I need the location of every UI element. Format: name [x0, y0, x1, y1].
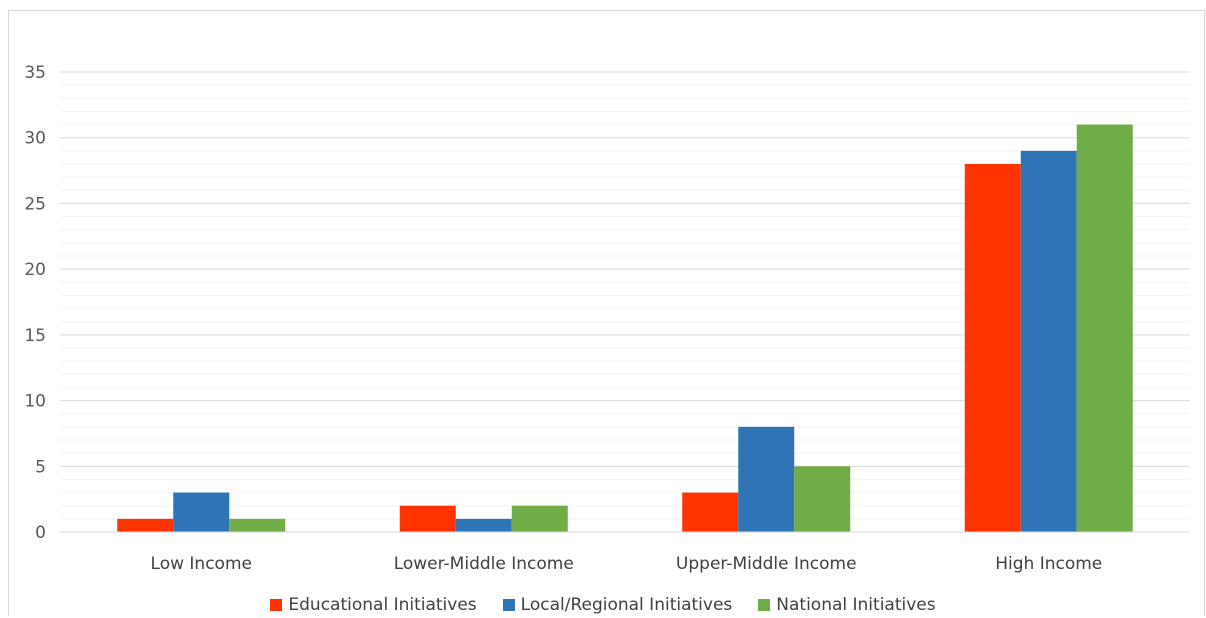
bars [117, 124, 1133, 533]
bar-educational-initiatives-3 [964, 164, 1021, 532]
y-tick-label: 10 [24, 392, 46, 412]
legend-item: Local/Regional Initiatives [502, 595, 733, 615]
x-category-label: High Income [995, 554, 1102, 574]
bar-local-regional-initiatives-2 [738, 426, 795, 532]
x-category-label: Lower-Middle Income [394, 554, 574, 574]
legend-item: National Initiatives [758, 595, 936, 615]
legend-swatch [758, 599, 771, 611]
x-axis-categories: Low Income Lower-Middle Income Upper-Middl… [151, 554, 1103, 574]
legend-label: Educational Initiatives [288, 595, 477, 615]
legend-label: National Initiatives [776, 595, 936, 615]
bar-local-regional-initiatives-0 [173, 492, 230, 532]
legend-swatch [270, 599, 283, 611]
y-tick-label: 35 [24, 63, 46, 83]
bar-local-regional-initiatives-1 [455, 518, 512, 532]
bar-national-initiatives-0 [229, 518, 286, 532]
bar-national-initiatives-1 [511, 505, 568, 532]
legend-swatch [502, 599, 515, 611]
legend: Educational Initiatives Local/Regional In… [0, 592, 1206, 618]
legend-label: Local/Regional Initiatives [520, 595, 733, 615]
x-category-label: Low Income [151, 554, 252, 574]
bar-educational-initiatives-1 [399, 505, 456, 532]
bar-educational-initiatives-0 [117, 518, 174, 532]
y-tick-label: 25 [24, 194, 46, 214]
y-tick-label: 0 [35, 523, 46, 543]
bar-local-regional-initiatives-3 [1020, 150, 1077, 532]
y-tick-label: 15 [24, 326, 46, 346]
bar-educational-initiatives-2 [682, 492, 739, 532]
x-category-label: Upper-Middle Income [676, 554, 857, 574]
bar-national-initiatives-2 [794, 466, 851, 532]
y-tick-label: 20 [24, 260, 46, 280]
bar-national-initiatives-3 [1076, 124, 1133, 533]
y-tick-label: 30 [24, 129, 46, 149]
y-tick-label: 5 [35, 457, 46, 477]
legend-item: Educational Initiatives [270, 595, 477, 615]
y-axis-ticks: 0 5 10 15 20 25 30 35 [24, 63, 46, 543]
